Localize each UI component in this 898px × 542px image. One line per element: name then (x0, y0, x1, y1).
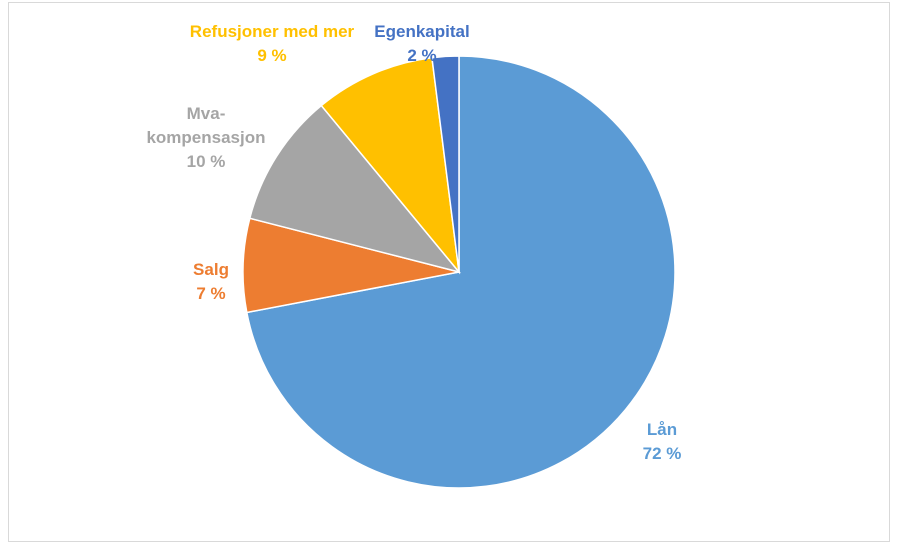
slice-label: Mva-kompensasjon 10 % (141, 102, 271, 174)
value-label: 7 % (196, 284, 226, 303)
category-label: Refusjoner med mer (189, 22, 355, 41)
value-label: 10 % (186, 152, 226, 171)
slice-label: Lån 72 % (622, 418, 702, 466)
pie-slice (245, 55, 676, 489)
value-label: 9 % (257, 46, 287, 65)
value-label: 72 % (642, 444, 682, 463)
slice-label: Egenkapital 2 % (357, 20, 487, 68)
value-label: 2 % (407, 46, 437, 65)
pie-slice (248, 104, 462, 274)
pie-slice (320, 56, 461, 275)
category-label: Egenkapital (374, 22, 470, 41)
slice-label: Salg 7 % (171, 258, 251, 306)
category-label: Mva-kompensasjon (146, 104, 266, 147)
slice-label: Refusjoner med mer 9 % (172, 20, 372, 68)
pie-slice (431, 55, 460, 273)
category-label: Salg (193, 260, 229, 279)
category-label: Lån (646, 420, 678, 439)
